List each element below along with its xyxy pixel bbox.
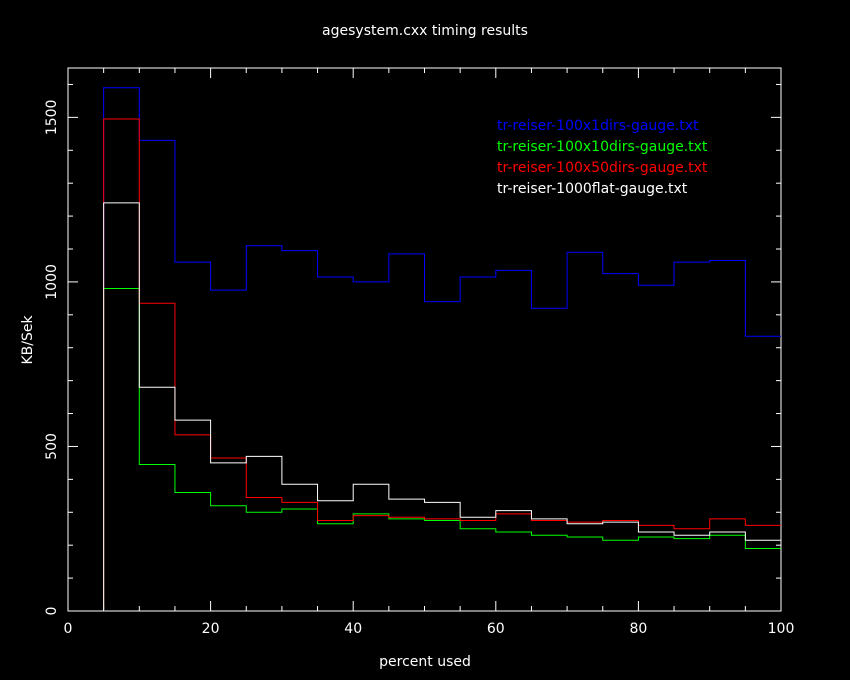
- series-line-tr-reiser-1000flat-gauge-txt: [68, 202, 781, 612]
- x-tick-label: 20: [202, 621, 220, 637]
- legend-entry: tr-reiser-100x1dirs-gauge.txt: [497, 118, 699, 134]
- series-line-tr-reiser-100x10dirs-gauge-txt: [68, 287, 781, 612]
- x-tick-label: 60: [487, 621, 505, 637]
- y-tick-label: 1500: [44, 100, 60, 136]
- x-tick-label: 0: [64, 621, 73, 637]
- legend-entry: tr-reiser-100x10dirs-gauge.txt: [497, 139, 708, 155]
- x-tick-label: 80: [629, 621, 647, 637]
- chart-title: agesystem.cxx timing results: [322, 23, 528, 39]
- x-tick-label: 100: [768, 621, 795, 637]
- series-lines: [68, 87, 781, 612]
- legend: tr-reiser-100x1dirs-gauge.txt tr-reiser-1…: [497, 118, 708, 197]
- x-axis-label: percent used: [379, 654, 471, 670]
- series-line-tr-reiser-100x50dirs-gauge-txt: [68, 118, 781, 612]
- y-tick-label: 0: [44, 607, 60, 616]
- x-tick-label: 40: [344, 621, 362, 637]
- legend-entry: tr-reiser-1000flat-gauge.txt: [497, 181, 688, 197]
- y-axis-label: KB/Sek: [20, 315, 36, 365]
- series-line-tr-reiser-100x1dirs-gauge-txt: [68, 87, 781, 612]
- y-tick-label: 500: [44, 433, 60, 460]
- y-tick-label: 1000: [44, 264, 60, 300]
- legend-entry: tr-reiser-100x50dirs-gauge.txt: [497, 160, 708, 176]
